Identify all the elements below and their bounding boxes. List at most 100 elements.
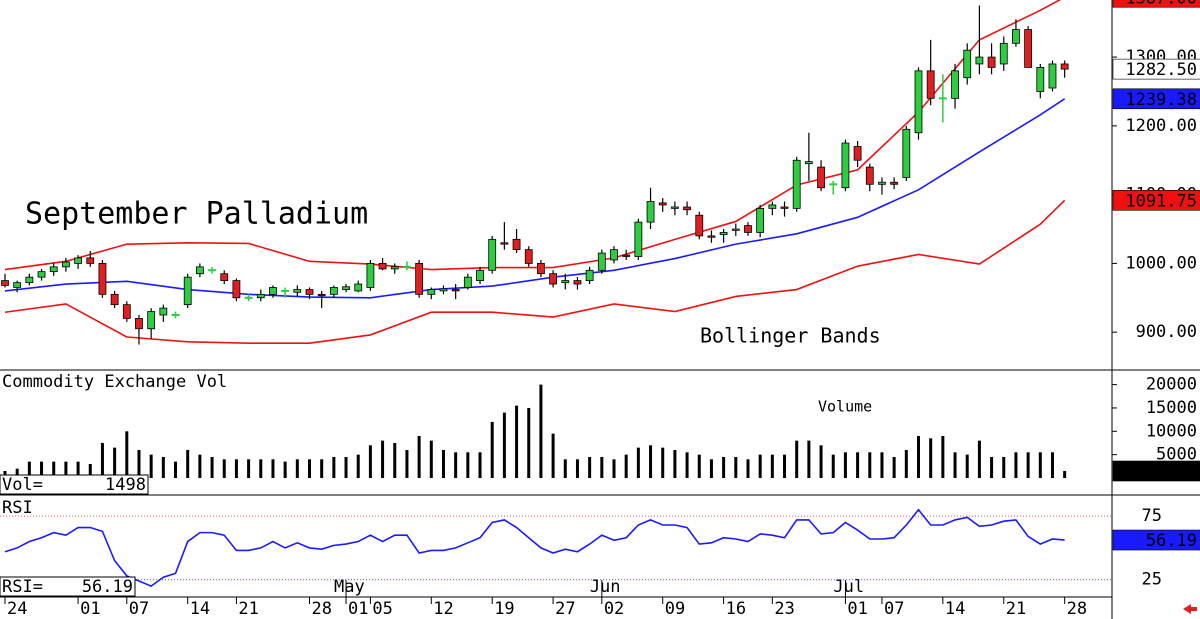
candle-body xyxy=(853,146,862,161)
volume-bar xyxy=(685,452,689,478)
candle-body xyxy=(37,271,46,278)
candle-body xyxy=(537,263,545,275)
volume-bar xyxy=(953,452,957,478)
volume-bar xyxy=(332,456,336,478)
candle-body xyxy=(232,280,241,299)
volume-bar xyxy=(161,456,165,478)
readout-label: RSI= xyxy=(2,577,43,597)
volume-bar xyxy=(1050,452,1054,478)
x-tick-label: 21 xyxy=(1006,599,1026,619)
last-volume-label-box xyxy=(1112,460,1200,482)
volume-bar xyxy=(1063,471,1067,478)
candle-body xyxy=(610,249,618,261)
candle-body xyxy=(488,238,497,271)
readout-value: 1498 xyxy=(105,475,146,495)
volume-bar xyxy=(490,421,494,478)
volume-bar xyxy=(843,452,847,478)
volume-bar xyxy=(466,452,470,478)
volume-bar xyxy=(186,449,190,478)
candle-body xyxy=(524,249,533,264)
volume-bar xyxy=(356,454,360,478)
candle-body xyxy=(865,166,874,185)
volume-bar xyxy=(551,433,555,478)
candle-body xyxy=(975,56,984,65)
candle-body xyxy=(476,269,484,281)
candle-body xyxy=(841,142,850,189)
candle-body xyxy=(902,128,911,178)
volume-bar xyxy=(892,456,896,478)
x-tick-label: 01 xyxy=(847,599,867,619)
x-tick-label: 07 xyxy=(129,599,149,619)
candle-body xyxy=(768,204,777,209)
volume-bar xyxy=(1038,452,1042,478)
volume-bar xyxy=(673,449,677,478)
candle-body xyxy=(25,276,34,284)
volume-bar xyxy=(697,454,701,478)
x-tick-label: 21 xyxy=(238,599,258,619)
last-price-label: 1282.50 xyxy=(1125,60,1197,80)
volume-bar xyxy=(746,459,750,478)
volume-bar xyxy=(76,461,80,478)
volume-bar xyxy=(1026,452,1030,478)
volume-bar xyxy=(734,456,738,478)
candle-body xyxy=(74,257,82,264)
readout-label: Vol= xyxy=(2,475,43,495)
candle-body xyxy=(195,266,204,275)
candle-body xyxy=(1048,63,1057,89)
volume-bar xyxy=(27,461,31,478)
candle-body xyxy=(731,228,740,231)
candle-body xyxy=(427,289,436,295)
panel-title: RSI xyxy=(2,498,33,518)
volume-bar xyxy=(125,431,129,478)
candle-body xyxy=(13,282,22,288)
volume-bar xyxy=(636,447,640,478)
lower-band-label: 1091.75 xyxy=(1125,191,1197,211)
volume-bar xyxy=(575,459,579,478)
volume-bar xyxy=(977,440,981,478)
last-rsi-label: 56.19 xyxy=(1146,531,1197,551)
candle-body xyxy=(317,293,326,297)
volume-bar xyxy=(478,452,482,478)
volume-bar xyxy=(819,445,823,478)
volume-bar xyxy=(807,440,811,478)
candle-body xyxy=(183,276,192,306)
candle-body xyxy=(220,273,229,281)
candle-body xyxy=(744,225,752,233)
volume-bar xyxy=(502,412,506,478)
candle-body xyxy=(342,286,350,290)
x-tick-label: 28 xyxy=(312,599,332,619)
upper-band-label-box xyxy=(1112,0,1200,8)
volume-bar xyxy=(1002,456,1006,478)
upper-band-label: 1387.00 xyxy=(1125,0,1197,8)
candle-body xyxy=(683,206,691,211)
volume-bar xyxy=(381,440,385,478)
volume-bar xyxy=(52,461,56,478)
volume-bar xyxy=(917,435,920,478)
candle-body xyxy=(329,287,338,295)
volume-bar xyxy=(88,463,92,478)
volume-bar xyxy=(795,440,799,478)
candle-body xyxy=(1024,29,1033,68)
candle-body xyxy=(463,276,472,288)
volume-bar xyxy=(3,470,7,478)
volume-bar xyxy=(722,456,726,478)
volume-bar xyxy=(600,456,604,478)
candle-body xyxy=(415,263,424,295)
candle-body xyxy=(890,181,899,185)
last-volume-label: 1498 xyxy=(1156,462,1197,482)
volume-bar xyxy=(247,459,251,478)
candle-body xyxy=(366,263,375,288)
candle-body xyxy=(817,166,825,189)
volume-bar xyxy=(393,442,397,478)
candle-body xyxy=(451,289,460,292)
scroll-arrow[interactable] xyxy=(1183,604,1197,614)
volume-bar xyxy=(709,459,713,478)
x-tick-label: 09 xyxy=(665,599,685,619)
x-tick-label: 14 xyxy=(945,599,965,619)
candle-body xyxy=(500,242,509,245)
candle-body xyxy=(780,206,789,209)
band-lower xyxy=(4,199,1066,344)
volume-bar xyxy=(137,449,141,478)
x-tick-label: 07 xyxy=(884,599,904,619)
candle-body xyxy=(159,307,168,316)
